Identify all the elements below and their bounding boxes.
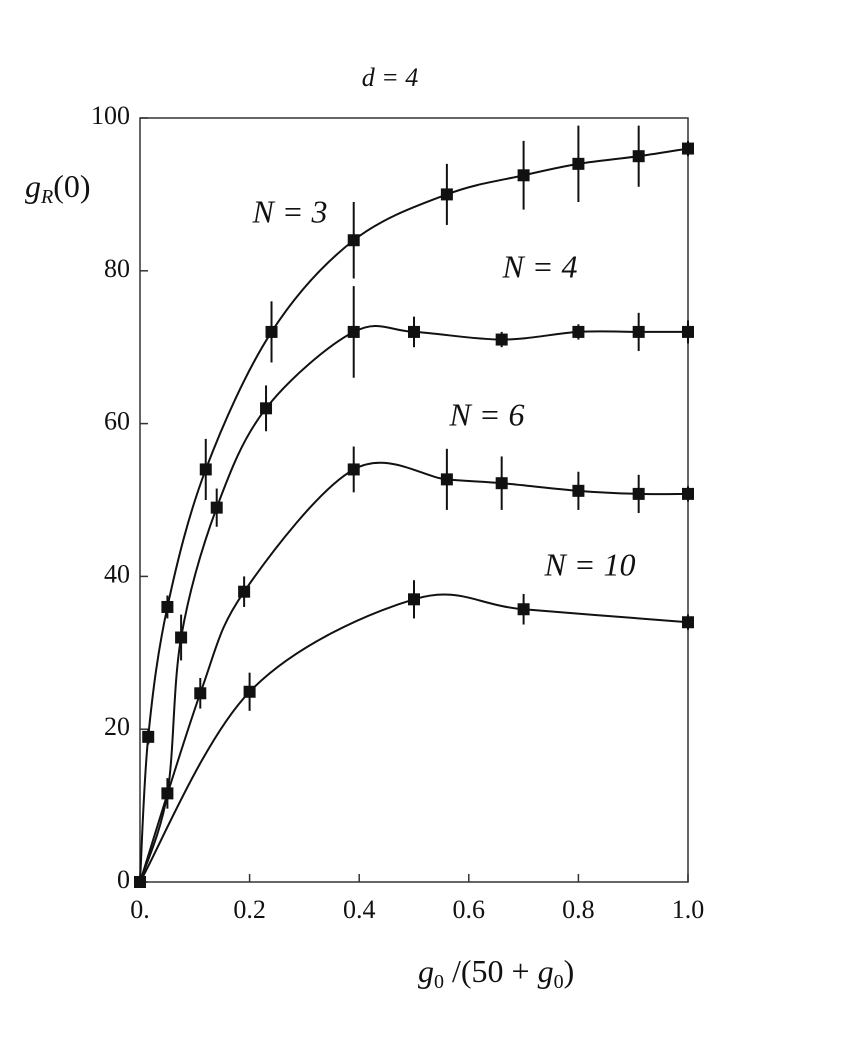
marker — [495, 333, 508, 346]
y-tick-label: 20 — [104, 712, 130, 741]
marker — [347, 325, 360, 338]
x-tick-label: 0.8 — [562, 895, 595, 924]
label-part: R — [40, 186, 53, 208]
x-tick-label: 0. — [130, 895, 150, 924]
marker — [440, 188, 453, 201]
marker — [682, 142, 694, 155]
marker — [175, 631, 188, 644]
label-part: g — [25, 168, 41, 204]
marker — [260, 402, 273, 415]
marker — [408, 593, 420, 606]
series-label: N = 6 — [449, 396, 525, 432]
series-line — [139, 593, 689, 883]
y-tick-label: 100 — [91, 101, 130, 130]
x-tick-label: 0.6 — [453, 895, 486, 924]
chart-title: d = 4 — [362, 63, 419, 92]
x-axis-label: g0 /(50 + g0) — [418, 953, 574, 992]
series-line — [139, 461, 689, 883]
label-part: g — [418, 953, 434, 989]
marker — [682, 325, 694, 338]
marker — [161, 600, 174, 613]
marker — [572, 484, 585, 497]
label-part: (0) — [53, 168, 90, 204]
plot-frame — [139, 117, 689, 883]
marker — [134, 876, 146, 888]
marker — [210, 501, 223, 514]
series-line — [139, 147, 689, 883]
marker — [408, 325, 420, 338]
label-part: /(50 + — [444, 953, 538, 989]
marker — [572, 157, 585, 170]
label-part: 0 — [554, 971, 564, 993]
marker — [632, 150, 645, 163]
y-tick-label: 0 — [117, 865, 130, 894]
series-label: N = 10 — [544, 546, 636, 582]
marker — [632, 325, 645, 338]
label-part: 0 — [434, 971, 444, 993]
x-tick-label: 0.4 — [343, 895, 376, 924]
y-tick-label: 40 — [104, 559, 130, 588]
label-part: ) — [564, 953, 575, 989]
marker — [682, 487, 694, 500]
y-axis-label: gR(0) — [25, 168, 91, 207]
marker — [142, 730, 155, 743]
series-label: N = 4 — [502, 248, 578, 284]
series-label: N = 3 — [252, 193, 328, 229]
y-tick-label: 80 — [104, 254, 130, 283]
marker — [194, 687, 207, 700]
marker — [682, 616, 694, 629]
marker — [632, 487, 645, 500]
label-part: g — [538, 953, 554, 989]
marker — [517, 169, 530, 182]
marker — [347, 463, 360, 476]
marker — [440, 473, 453, 486]
marker — [265, 325, 278, 338]
marker — [243, 685, 256, 698]
marker — [347, 234, 360, 247]
marker — [572, 325, 585, 338]
marker — [495, 477, 508, 490]
x-tick-label: 0.2 — [233, 895, 266, 924]
marker — [238, 585, 251, 598]
marker — [517, 603, 530, 616]
x-tick-label: 1.0 — [672, 895, 705, 924]
marker — [199, 463, 212, 476]
y-tick-label: 60 — [104, 407, 130, 436]
